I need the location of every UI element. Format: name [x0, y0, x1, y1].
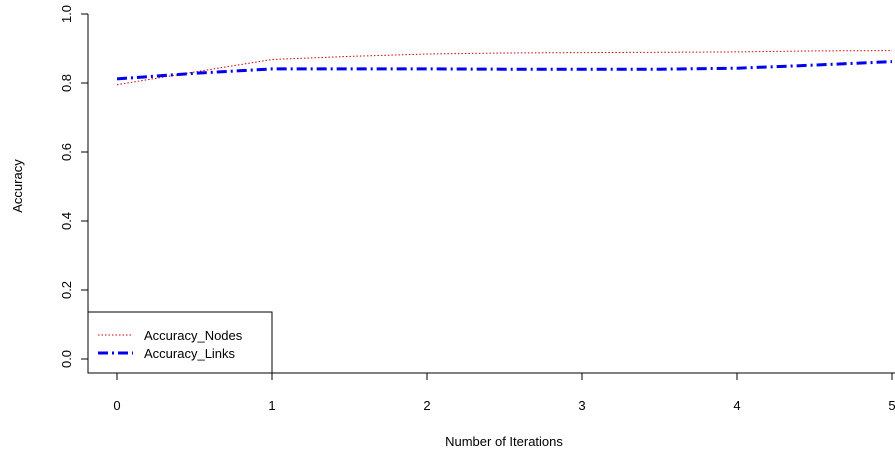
legend-label: Accuracy_Links	[144, 346, 236, 361]
x-tick-label: 2	[423, 398, 430, 413]
y-tick-label: 0.2	[59, 281, 74, 299]
series-layer	[116, 50, 893, 86]
y-tick-label: 0.8	[59, 74, 74, 92]
x-axis-title: Number of Iterations	[445, 434, 563, 449]
x-tick-label: 5	[888, 398, 895, 413]
y-axis-title: Accuracy	[10, 159, 25, 213]
series-line-accuracy-links	[116, 60, 893, 81]
legend-label: Accuracy_Nodes	[144, 328, 243, 343]
y-tick-label: 0.6	[59, 143, 74, 161]
x-tick-label: 1	[268, 398, 275, 413]
legend-box	[87, 311, 273, 374]
y-tick-label: 1.0	[59, 5, 74, 23]
series-line-accuracy-nodes	[116, 50, 893, 86]
x-tick-label: 3	[578, 398, 585, 413]
x-tick-label: 0	[113, 398, 120, 413]
y-tick-label: 0.4	[59, 212, 74, 230]
y-tick-label: 0.0	[59, 350, 74, 368]
x-tick-label: 4	[733, 398, 740, 413]
legend: Accuracy_Nodes Accuracy_Links	[87, 311, 273, 374]
